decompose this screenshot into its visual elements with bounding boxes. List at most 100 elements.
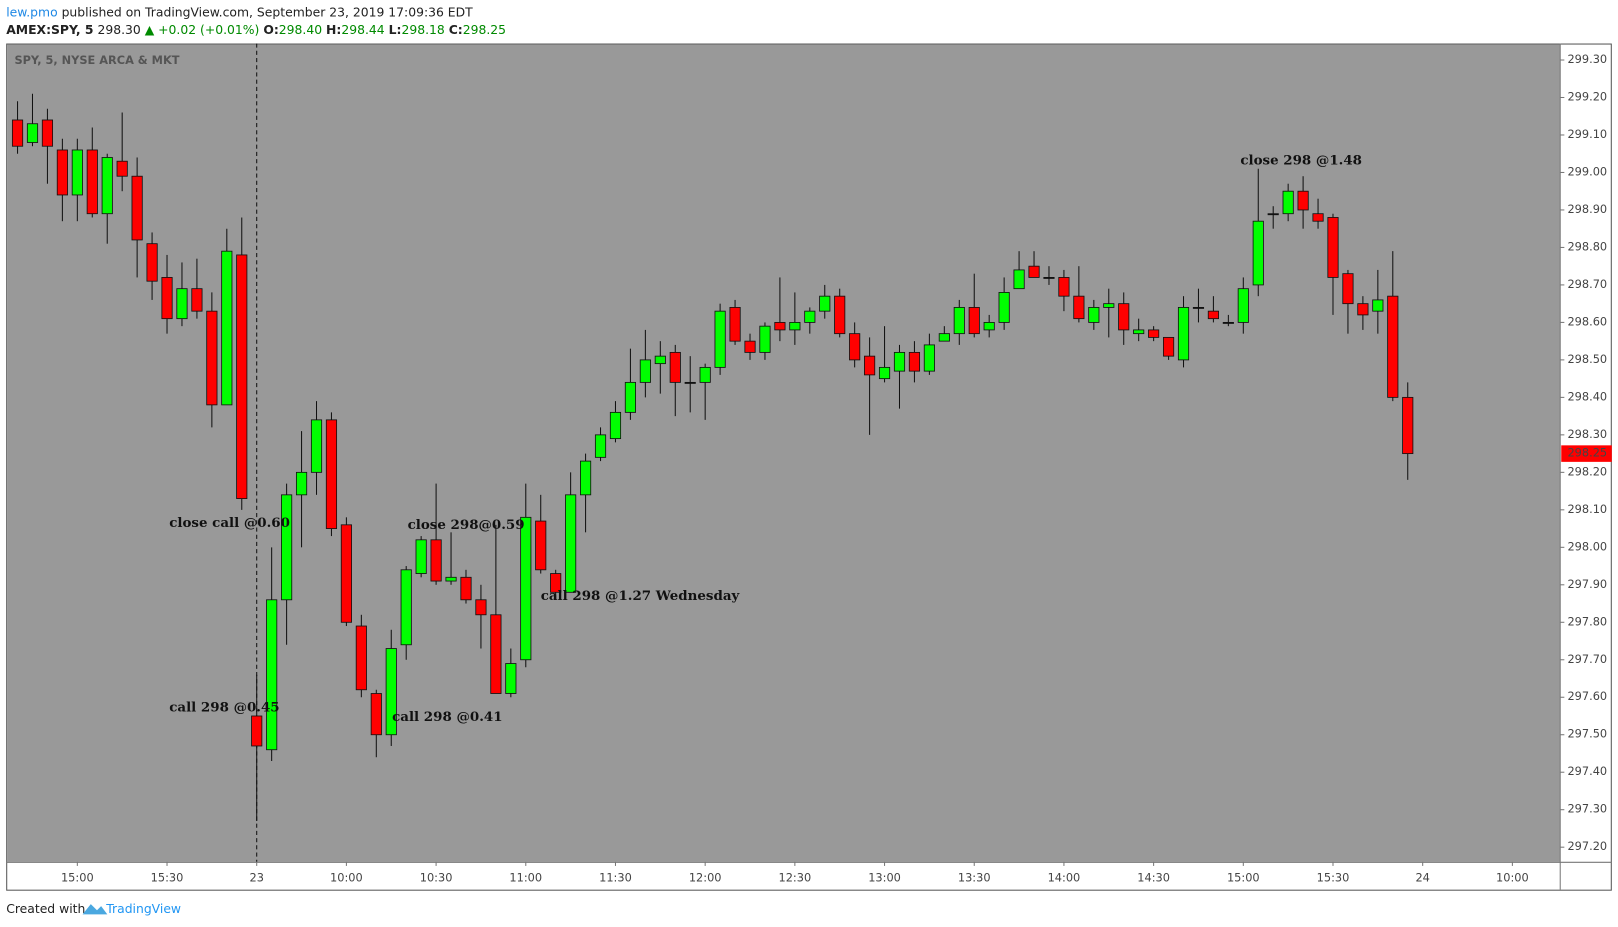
header-line-2: AMEX:SPY, 5 298.30 ▲ +0.02 (+0.01%) O:29… [6,23,506,37]
candle-body [370,693,382,736]
candle-body [1043,277,1055,279]
candle-body [1267,213,1279,216]
candle-body [251,715,263,747]
candle-body [1133,329,1145,335]
y-tick-label: 297.20 [1567,839,1607,853]
candle-body [1312,213,1324,222]
annotation: close 298@0.59 [408,517,525,533]
candle-body [1342,273,1354,305]
x-tick-label: 13:00 [868,870,901,884]
tradingview-logo[interactable] [82,904,108,915]
y-tick-label: 298.00 [1567,539,1607,553]
candle-body [1357,303,1369,316]
candle-body [714,310,726,368]
candle-body [460,576,472,601]
y-tick-label: 298.30 [1567,427,1607,441]
candle-body [968,306,980,335]
published: published on TradingView.com, September … [62,5,474,19]
candle-body [71,149,83,196]
candle-body [789,321,801,331]
y-tick-label: 299.00 [1567,164,1607,178]
y-tick-label: 298.70 [1567,277,1607,291]
candle-body [325,419,338,529]
x-tick-label: 14:00 [1048,870,1081,884]
annotation: call 298 @0.41 [392,709,502,725]
candle-body [744,340,756,353]
c-label: C: [449,23,463,37]
candle-body [819,295,831,312]
symbol: AMEX:SPY, 5 [6,23,93,37]
candle-body [535,520,547,571]
candle-body [864,355,876,376]
header-line-1: lew.pmo published on TradingView.com, Se… [6,5,473,19]
l-value: 298.18 [401,23,444,37]
candle-body [1387,295,1399,398]
x-tick-label: 11:00 [509,870,542,884]
o-value: 298.40 [279,23,322,37]
candle-body [893,351,906,372]
last-price-marker [1561,445,1612,462]
x-tick-label: 15:30 [151,870,184,884]
candle-body [520,516,532,661]
candle-body [654,355,666,365]
candle-body [908,351,921,372]
c-value: 298.25 [463,23,506,37]
candle-body [191,288,203,312]
x-tick-label: 11:30 [599,870,632,884]
annotation: call 298 @0.45 [169,700,279,716]
y-tick-label: 297.60 [1567,689,1607,703]
y-tick-label: 297.80 [1567,614,1607,628]
candle-body [1088,306,1100,323]
candle-body [1372,299,1384,312]
candle-body [1282,190,1294,215]
x-tick-label: 15:00 [1227,870,1260,884]
candle-body [834,295,846,335]
author[interactable]: lew.pmo [6,5,57,19]
candle-body [624,381,636,413]
y-tick-label: 299.10 [1567,127,1607,141]
y-tick-label: 299.30 [1567,52,1607,66]
candle-body [236,254,248,499]
candle-body [1058,277,1070,297]
x-tick-label: 10:30 [420,870,453,884]
candle-body [983,321,995,331]
x-tick-label: 13:30 [958,870,991,884]
candle-body [266,599,278,751]
x-tick-label: 24 [1415,870,1429,884]
y-tick-label: 297.30 [1567,802,1607,816]
candle-body [41,119,54,147]
l-label: L: [389,23,402,37]
candle-body [295,471,308,496]
y-tick-label: 297.90 [1567,577,1607,591]
candle-body [580,460,592,496]
y-tick-label: 298.10 [1567,502,1607,516]
annotation: call 298 @1.27 Wednesday [541,588,741,604]
o-label: O: [263,23,278,37]
candle-body [11,119,24,147]
footer-brand[interactable]: TradingView [105,902,181,916]
candle-body [774,321,786,331]
candle-body [400,569,412,646]
x-tick-label: 23 [249,870,263,884]
candle-body [849,333,861,361]
plot-area [7,44,1561,862]
candle-body [1148,329,1160,338]
candle-body [1177,306,1190,361]
footer-created: Created with [6,902,85,916]
y-tick-label: 298.20 [1567,464,1607,478]
annotation: close 298 @1.48 [1240,153,1362,169]
candle-body [1192,306,1205,309]
candle-body [385,648,397,736]
candle-body [550,573,562,593]
y-tick-label: 298.40 [1567,389,1607,403]
candle-body [340,524,352,623]
candle-body [430,539,442,582]
candle-body [1013,269,1025,290]
candle-body [729,306,741,342]
x-tick-label: 10:00 [330,870,363,884]
x-tick-label: 10:00 [1496,870,1529,884]
candle-body [1252,220,1264,286]
candle-body [1028,265,1040,278]
candle-body [505,663,517,694]
